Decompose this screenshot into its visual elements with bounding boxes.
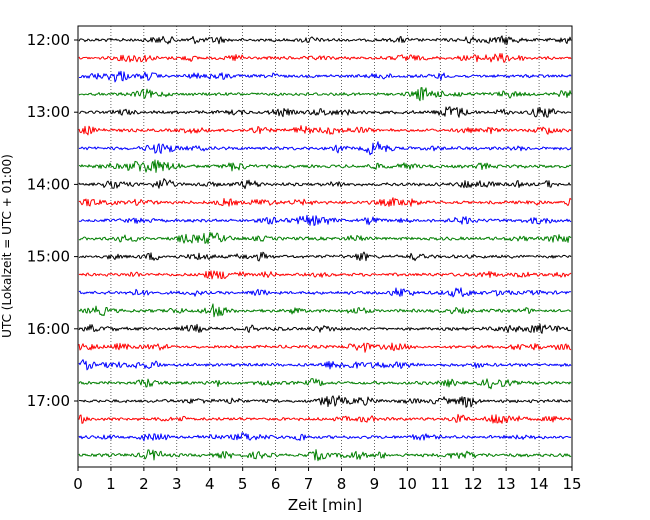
x-tick-label: 15 — [562, 475, 581, 493]
x-tick-label: 4 — [205, 475, 215, 493]
trace-line — [78, 323, 572, 334]
x-tick-label: 13 — [497, 475, 516, 493]
trace-line — [78, 359, 572, 371]
x-axis-ticks: 0 1 2 3 4 5 6 7 8 9 10 11 12 13 14 15 — [73, 467, 582, 493]
x-tick-label: 2 — [139, 475, 149, 493]
trace-line — [78, 159, 572, 173]
y-tick-label: 17:00 — [27, 392, 70, 410]
trace-line — [78, 413, 572, 424]
y-tick-label: 14:00 — [27, 175, 70, 193]
trace-line — [78, 395, 572, 408]
y-tick-label: 13:00 — [27, 103, 70, 121]
trace-line — [78, 287, 572, 298]
trace-line — [78, 231, 572, 245]
x-tick-label: 1 — [106, 475, 116, 493]
y-axis-label: UTC (Lokalzeit = UTC + 01:00) — [0, 154, 14, 338]
trace-line — [78, 197, 572, 207]
x-tick-label: 5 — [238, 475, 248, 493]
trace-line — [78, 35, 572, 45]
trace-line — [78, 178, 572, 190]
trace-line — [78, 106, 572, 118]
trace-line — [78, 270, 572, 280]
trace-line — [78, 378, 572, 390]
x-tick-label: 7 — [304, 475, 314, 493]
seismic-traces — [78, 35, 572, 462]
x-axis-label: Zeit [min] — [288, 496, 362, 514]
trace-line — [78, 251, 572, 262]
trace-line — [78, 303, 572, 318]
x-tick-label: 6 — [271, 475, 281, 493]
x-tick-label: 3 — [172, 475, 182, 493]
trace-line — [78, 432, 572, 442]
trace-line — [78, 87, 572, 102]
trace-line — [78, 53, 572, 63]
plot-background — [78, 26, 572, 467]
trace-line — [78, 141, 572, 156]
x-tick-label: 0 — [73, 475, 83, 493]
trace-line — [78, 214, 572, 226]
y-tick-label: 12:00 — [27, 31, 70, 49]
x-tick-label: 10 — [398, 475, 417, 493]
x-tick-label: 9 — [370, 475, 380, 493]
trace-line — [78, 125, 572, 136]
y-axis-ticks: 12:00 13:00 14:00 15:00 16:00 17:00 — [27, 31, 78, 410]
trace-line — [78, 70, 572, 83]
x-tick-label: 11 — [431, 475, 450, 493]
x-tick-label: 12 — [464, 475, 483, 493]
y-tick-label: 16:00 — [27, 320, 70, 338]
plot-frame — [77, 25, 573, 468]
trace-line — [78, 342, 572, 353]
y-tick-label: 15:00 — [27, 248, 70, 266]
x-tick-label: 14 — [530, 475, 549, 493]
x-tick-label: 8 — [337, 475, 347, 493]
trace-line — [78, 449, 572, 462]
